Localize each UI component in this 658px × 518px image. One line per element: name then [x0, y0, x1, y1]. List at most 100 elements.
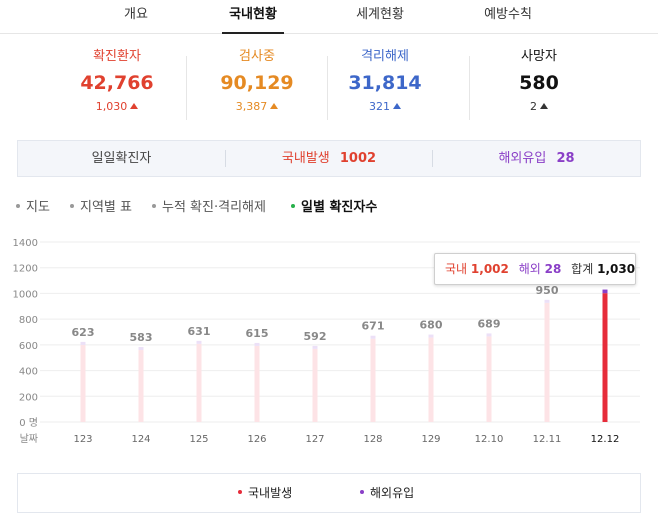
tooltip-total-label: 합계 — [571, 262, 594, 276]
bullet-icon — [70, 204, 74, 208]
stat-confirmed-value: 42,766 — [80, 72, 154, 94]
summary-overseas: 해외유입 28 — [433, 141, 640, 176]
x-axis-label: 날짜 — [20, 433, 38, 445]
bar-overseas — [486, 333, 492, 337]
tab-domestic-status[interactable]: 국내현황 — [222, 0, 284, 34]
legend-item-overseas[interactable]: 해외유입 — [360, 485, 414, 501]
bar-domestic — [312, 348, 318, 422]
chart-tooltip: 국내 1,002 해외 28 합계 1,030 — [434, 253, 636, 285]
stat-divider — [186, 56, 187, 120]
summary-domestic-value: 1002 — [339, 151, 377, 166]
data-label: 631 — [188, 325, 211, 338]
summary-divider — [432, 150, 433, 167]
stat-divider — [469, 56, 470, 120]
bar-domestic — [544, 302, 550, 422]
stat-testing-delta: 3,387 — [235, 100, 268, 113]
summary-domestic-label: 국내발생 — [281, 151, 330, 166]
data-label: 950 — [536, 284, 559, 297]
legend-dot-icon — [238, 490, 242, 494]
stat-released: 격리해제 31,814 321 — [300, 48, 470, 126]
stat-testing: 검사중 90,129 3,387 — [172, 48, 342, 126]
stat-testing-delta-row: 3,387 — [172, 99, 342, 115]
bar-overseas — [370, 335, 376, 339]
subtab-region-table-label: 지역별 표 — [80, 200, 132, 215]
tooltip-overseas-label: 해외 — [518, 262, 541, 276]
bar-overseas — [254, 342, 260, 346]
x-tick-label: 128 — [363, 434, 382, 445]
stat-testing-value: 90,129 — [220, 72, 294, 94]
stat-confirmed: 확진환자 42,766 1,030 — [32, 48, 202, 126]
x-tick-label: 123 — [73, 434, 92, 445]
subtab-map[interactable]: 지도 — [16, 196, 50, 215]
tooltip-domestic-label: 국내 — [445, 262, 468, 276]
data-label: 680 — [420, 319, 443, 332]
x-tick-label: 127 — [305, 434, 324, 445]
stat-confirmed-label: 확진환자 — [93, 49, 141, 64]
arrow-up-icon — [130, 103, 139, 109]
stat-deaths-delta-row: 2 — [454, 99, 624, 115]
stat-deaths-label: 사망자 — [521, 49, 557, 64]
stat-confirmed-delta: 1,030 — [95, 100, 128, 113]
stat-released-delta: 321 — [369, 100, 390, 113]
stat-released-value: 31,814 — [348, 72, 422, 94]
legend-overseas-label: 해외유입 — [370, 486, 415, 500]
daily-summary-bar: 일일확진자 국내발생 1002 해외유입 28 — [17, 140, 641, 177]
bar-overseas — [312, 345, 318, 349]
bar-domestic — [196, 343, 202, 422]
summary-overseas-label: 해외유입 — [498, 151, 547, 166]
data-label: 671 — [362, 320, 385, 333]
bar-domestic — [428, 337, 434, 422]
data-label: 583 — [130, 331, 153, 344]
stat-released-label: 격리해제 — [361, 49, 409, 64]
summary-overseas-value: 28 — [556, 151, 575, 166]
tooltip-total-value: 1,030 — [597, 262, 636, 276]
y-tick-label: 1000 — [13, 289, 38, 300]
stat-deaths-delta: 2 — [530, 100, 537, 113]
arrow-up-icon — [540, 103, 548, 109]
stat-testing-label: 검사중 — [239, 49, 275, 64]
tab-world-status[interactable]: 세계현황 — [356, 7, 404, 22]
data-label: 623 — [72, 326, 95, 339]
data-label: 615 — [246, 327, 269, 340]
legend-domestic-label: 국내발생 — [248, 486, 293, 500]
subtab-daily-confirmed-label: 일별 확진자수 — [301, 200, 378, 215]
tab-overview[interactable]: 개요 — [124, 7, 148, 22]
y-tick-label: 600 — [19, 341, 38, 352]
tooltip-domestic-value: 1,002 — [470, 262, 509, 276]
bar-overseas — [428, 334, 434, 338]
x-tick-label: 12.10 — [475, 434, 504, 445]
bar-domestic — [254, 345, 260, 422]
bullet-icon — [16, 204, 20, 208]
bar-domestic — [486, 336, 492, 422]
stat-deaths: 사망자 580 2 — [454, 48, 624, 126]
subtab-daily-confirmed[interactable]: 일별 확진자수 — [291, 196, 377, 215]
stat-deaths-value: 580 — [519, 72, 559, 94]
stats-panel: 확진환자 42,766 1,030 검사중 90,129 3,387 격리해제 … — [0, 48, 658, 126]
bar-domestic — [602, 293, 608, 422]
y-tick-label: 400 — [19, 367, 38, 378]
summary-divider — [225, 150, 226, 167]
bar-overseas — [138, 347, 144, 351]
y-tick-label: 1400 — [13, 238, 38, 249]
data-label: 592 — [304, 330, 327, 343]
arrow-up-icon — [270, 103, 279, 109]
tab-prevention-rules[interactable]: 예방수칙 — [484, 7, 532, 22]
y-tick-label: 200 — [19, 392, 38, 403]
y-tick-label: 0 명 — [19, 417, 38, 429]
bar-overseas — [80, 341, 86, 345]
legend-item-domestic[interactable]: 국내발생 — [238, 485, 292, 501]
daily-summary-title: 일일확진자 — [91, 151, 152, 166]
x-tick-label: 12.12 — [591, 434, 620, 445]
subtab-cumulative[interactable]: 누적 확진·격리해제 — [152, 196, 266, 215]
tooltip-overseas-value: 28 — [544, 262, 562, 276]
stat-confirmed-delta-row: 1,030 — [32, 99, 202, 115]
bar-domestic — [138, 350, 144, 422]
bar-overseas — [544, 299, 550, 303]
y-tick-label: 1200 — [13, 264, 38, 275]
subtab-region-table[interactable]: 지역별 표 — [70, 196, 132, 215]
main-tabs: 개요 국내현황 세계현황 예방수칙 — [0, 0, 658, 34]
bullet-icon — [291, 204, 295, 208]
bullet-icon — [152, 204, 156, 208]
subtab-map-label: 지도 — [26, 200, 50, 215]
x-tick-label: 129 — [421, 434, 440, 445]
